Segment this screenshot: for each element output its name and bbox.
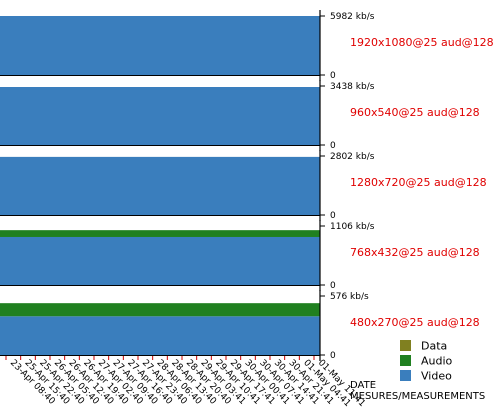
panel-3-resolution-label: 1280x720@25 aud@128 bbox=[350, 176, 487, 189]
legend-label-audio: Audio bbox=[421, 355, 453, 368]
panel-5-resolution-label: 480x270@25 aud@128 bbox=[350, 316, 480, 329]
legend-label-data: Data bbox=[421, 340, 447, 353]
panel-2-resolution-label: 960x540@25 aud@128 bbox=[350, 106, 480, 119]
panel-1-video-area bbox=[0, 16, 320, 75]
panel-5: 576 kb/s 0 480x270@25 aud@128 bbox=[0, 290, 480, 361]
legend-swatch-audio bbox=[400, 355, 411, 366]
panel-1-resolution-label: 1920x1080@25 aud@128 bbox=[350, 36, 494, 49]
panel-5-max-label: 576 kb/s bbox=[330, 292, 369, 302]
legend: Data Audio Video bbox=[400, 340, 453, 383]
panel-2-max-label: 3438 kb/s bbox=[330, 82, 375, 92]
panel-1-max-label: 5982 kb/s bbox=[330, 12, 375, 22]
legend-swatch-data bbox=[400, 340, 411, 351]
panel-4: 1106 kb/s 0 768x432@25 aud@128 bbox=[0, 220, 480, 291]
panel-5-video-area bbox=[0, 316, 320, 355]
panel-5-zero-label: 0 bbox=[330, 351, 336, 361]
panel-3-zero-label: 0 bbox=[330, 211, 336, 221]
panel-3-video-area bbox=[0, 156, 320, 215]
panel-2-video-area bbox=[0, 87, 320, 145]
panel-3: 2802 kb/s 0 1280x720@25 aud@128 bbox=[0, 150, 487, 221]
panel-2: 3438 kb/s 0 960x540@25 aud@128 bbox=[0, 80, 480, 151]
panel-1: 5982 kb/s 0 1920x1080@25 aud@128 bbox=[0, 10, 494, 81]
panel-5-audio-area bbox=[0, 303, 320, 317]
x-axis-title-line-2: MESURES/MEASUREMENTS bbox=[350, 391, 485, 402]
panel-3-max-label: 2802 kb/s bbox=[330, 152, 375, 162]
panel-2-zero-label: 0 bbox=[330, 141, 336, 151]
panel-4-resolution-label: 768x432@25 aud@128 bbox=[350, 246, 480, 259]
panel-4-max-label: 1106 kb/s bbox=[330, 222, 375, 232]
panel-1-zero-label: 0 bbox=[330, 71, 336, 81]
x-axis-title-line-1: DATE bbox=[350, 380, 376, 391]
panel-4-audio-area bbox=[0, 230, 320, 237]
panel-4-zero-label: 0 bbox=[330, 281, 336, 291]
legend-swatch-video bbox=[400, 370, 411, 381]
legend-label-video: Video bbox=[421, 370, 452, 383]
panel-4-video-area bbox=[0, 236, 320, 285]
